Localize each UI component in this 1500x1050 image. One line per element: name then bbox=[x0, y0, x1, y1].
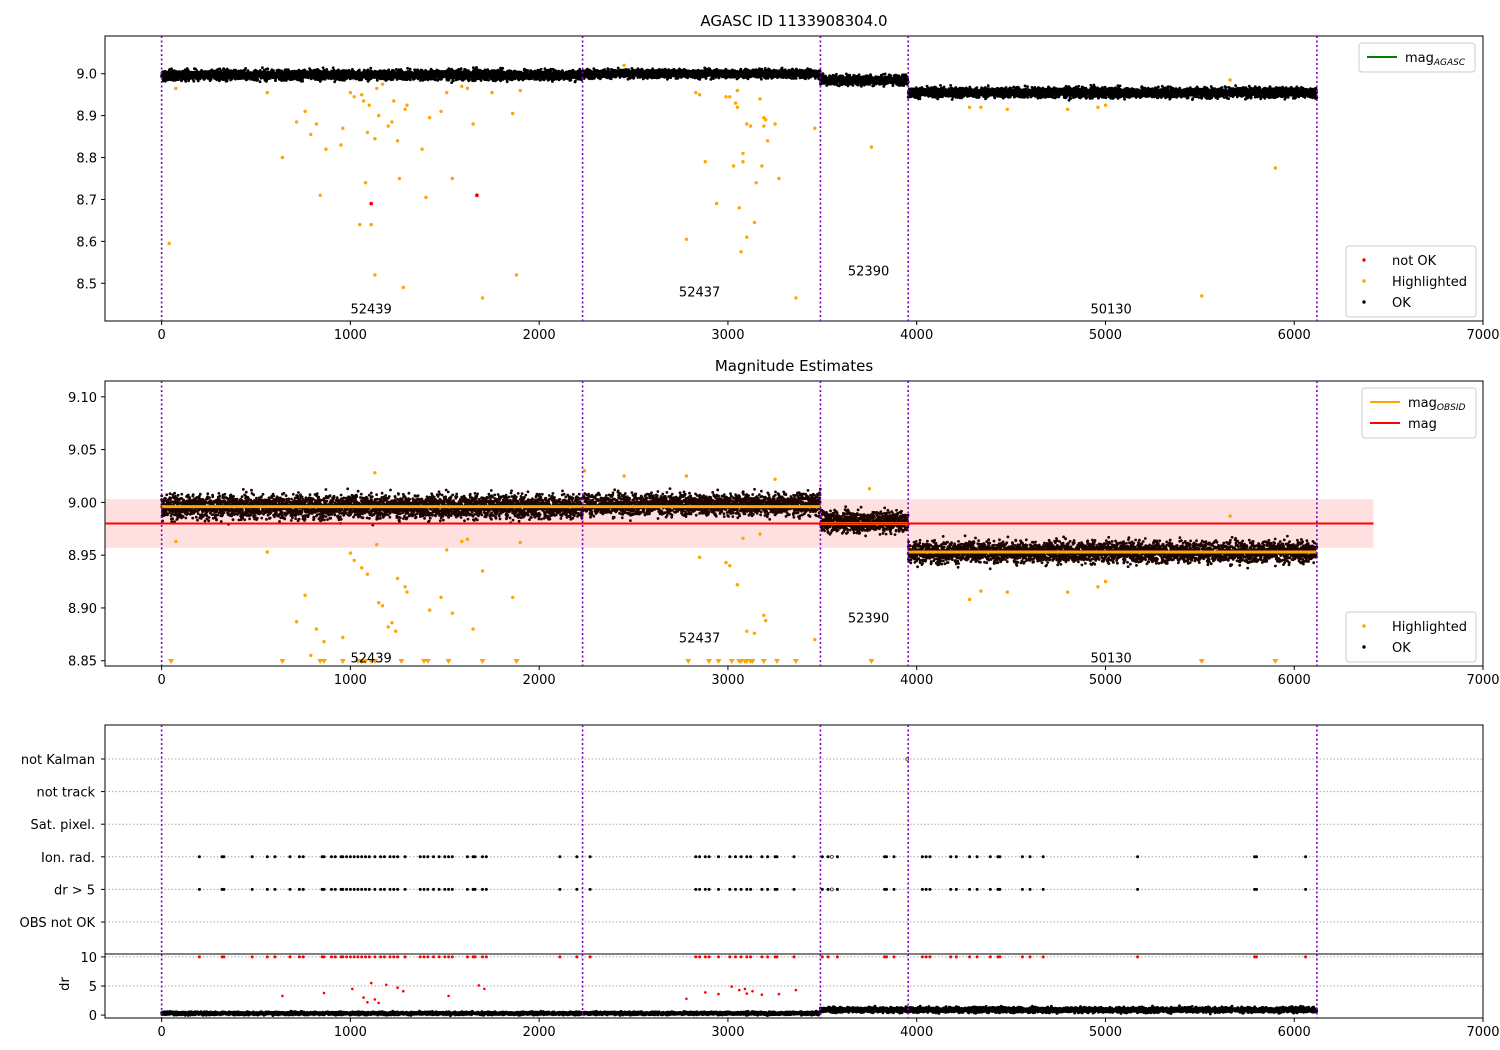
ok-point bbox=[409, 68, 412, 71]
panel-agasc-title: AGASC ID 1133908304.0 bbox=[700, 12, 887, 30]
ok-point bbox=[569, 79, 572, 82]
ok-point bbox=[387, 69, 390, 72]
ok-point bbox=[460, 67, 463, 70]
ok-point bbox=[534, 70, 537, 73]
x-tick-label: 5000 bbox=[1089, 328, 1122, 343]
ok-point bbox=[184, 80, 187, 83]
ok-point bbox=[409, 78, 412, 81]
panel-agasc: AGASC ID 1133908304.0 0 1000 2000 3000 4000 5… bbox=[76, 12, 1499, 343]
ok-point bbox=[608, 68, 611, 71]
ok-point bbox=[480, 79, 483, 82]
ok-point bbox=[487, 79, 490, 82]
x-tick-label: 0 bbox=[157, 328, 165, 343]
y-tick-label: 8.7 bbox=[76, 193, 97, 208]
panel-agasc-plot: 0 1000 2000 3000 4000 5000 6000 7000 8.5 8.6 8.7 8.… bbox=[76, 36, 1499, 343]
y-tick-label: 8.8 bbox=[76, 152, 97, 167]
ok-point bbox=[197, 80, 200, 83]
x-tick-label: 1000 bbox=[334, 328, 367, 343]
ok-point bbox=[501, 67, 504, 70]
x-tick-label: 2000 bbox=[523, 328, 556, 343]
ok-point bbox=[376, 79, 379, 82]
ok-point bbox=[222, 68, 225, 71]
y-tick-label: 8.5 bbox=[76, 277, 97, 292]
ok-point bbox=[266, 67, 269, 70]
ok-point bbox=[358, 69, 361, 72]
ok-point bbox=[369, 67, 372, 70]
y-tick-label: 9.0 bbox=[76, 68, 97, 83]
ok-point bbox=[261, 66, 264, 69]
ok-point bbox=[164, 80, 167, 83]
ok-point bbox=[244, 67, 247, 70]
ok-point bbox=[680, 69, 683, 72]
y-tick-label: 8.6 bbox=[76, 235, 97, 250]
ok-point bbox=[506, 80, 509, 83]
ok-point bbox=[406, 67, 409, 70]
ok-point bbox=[452, 80, 455, 83]
ok-point bbox=[740, 68, 743, 71]
x-tick-label: 7000 bbox=[1466, 328, 1499, 343]
y-tick-label: 8.9 bbox=[76, 110, 97, 125]
ok-point bbox=[226, 80, 229, 83]
ok-point bbox=[580, 79, 583, 82]
ok-point bbox=[325, 68, 328, 71]
ok-point bbox=[301, 80, 304, 83]
ok-point bbox=[332, 66, 335, 69]
ok-point bbox=[220, 69, 223, 72]
ok-point bbox=[468, 79, 471, 82]
ok-point bbox=[192, 80, 195, 83]
ok-point bbox=[704, 67, 707, 70]
ok-point bbox=[259, 80, 262, 83]
ok-point bbox=[540, 68, 543, 71]
ok-point bbox=[256, 79, 259, 82]
x-tick-label: 6000 bbox=[1278, 328, 1311, 343]
ok-point bbox=[322, 66, 325, 69]
x-tick-label: 3000 bbox=[711, 328, 744, 343]
ok-point bbox=[574, 80, 577, 83]
x-tick-label: 4000 bbox=[900, 328, 933, 343]
ok-point bbox=[617, 67, 620, 70]
